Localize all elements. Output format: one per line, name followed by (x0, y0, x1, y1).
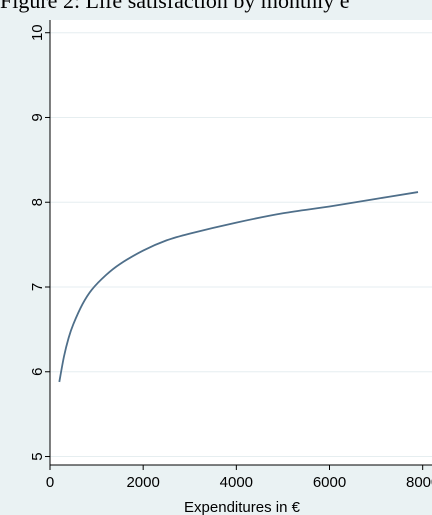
y-tick-label: 6 (29, 368, 46, 376)
figure-title: Figure 2: Life satisfaction by monthly e (0, 0, 350, 13)
series-lines (58, 191, 419, 383)
x-tick-label: 2000 (126, 474, 159, 491)
x-tick-label: 4000 (220, 474, 253, 491)
plot-area (50, 20, 432, 465)
grid-lines (50, 32, 432, 458)
x-tick-label: 8000 (406, 474, 432, 491)
x-axis-title: Expenditures in € (184, 499, 301, 515)
x-tick-label: 6000 (313, 474, 346, 491)
y-tick-label: 9 (29, 113, 46, 121)
series-line (58, 191, 419, 383)
x-tick-label: 0 (46, 474, 54, 491)
y-tick-label: 10 (29, 24, 46, 41)
y-tick-label: 5 (29, 452, 46, 460)
y-tick-label: 8 (29, 198, 46, 206)
tick-labels: 5 6 7 8 9 10 0 2000 4000 6000 8000 (29, 24, 432, 491)
y-tick-label: 7 (29, 283, 46, 291)
axes (45, 20, 432, 470)
